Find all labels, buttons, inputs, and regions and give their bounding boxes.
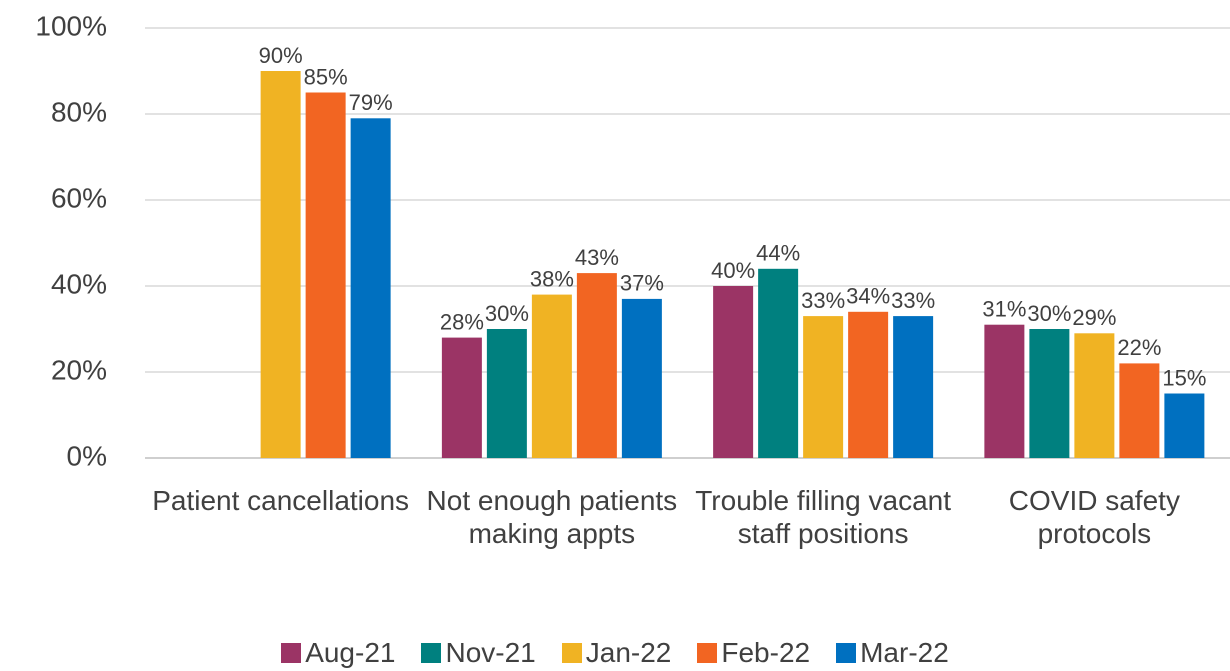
data-label: 30% (485, 301, 529, 326)
legend-label: Jan-22 (585, 637, 672, 668)
legend-item: Mar-22 (836, 637, 949, 669)
y-tick-label: 40% (51, 268, 107, 299)
data-label: 43% (575, 245, 619, 270)
bar (713, 286, 754, 458)
legend-swatch (421, 643, 442, 663)
bar (576, 273, 617, 458)
data-label: 44% (756, 241, 800, 266)
data-label: 30% (1027, 301, 1071, 326)
bar (1164, 393, 1205, 458)
data-label: 38% (530, 266, 574, 291)
data-label: 40% (711, 258, 755, 283)
bar (531, 294, 572, 458)
data-label: 37% (620, 271, 664, 296)
y-tick-label: 0% (67, 440, 107, 471)
bar (305, 92, 346, 458)
bar (621, 298, 662, 458)
bar (893, 316, 934, 458)
legend-swatch (281, 643, 302, 663)
data-label: 29% (1072, 305, 1116, 330)
legend-swatch (561, 643, 582, 663)
y-tick-label: 100% (35, 10, 107, 41)
legend-label: Feb-22 (721, 637, 811, 668)
x-tick-label: Trouble filling vacant staff positions (695, 485, 951, 549)
bar (1119, 363, 1160, 458)
bar (1074, 333, 1115, 458)
data-label: 79% (349, 90, 393, 115)
data-label: 15% (1162, 365, 1206, 390)
x-tick-label: Patient cancellations (152, 485, 410, 516)
data-label: 85% (304, 64, 348, 89)
data-label: 90% (259, 43, 303, 68)
legend-item: Feb-22 (697, 637, 810, 669)
x-tick-label: COVID safety protocols (1008, 485, 1180, 549)
data-label: 28% (440, 309, 484, 334)
x-tick-label: Not enough patients making appts (426, 485, 678, 549)
legend-label: Aug-21 (305, 637, 396, 668)
bar (1029, 329, 1070, 458)
bar (260, 71, 301, 458)
bar (441, 337, 482, 458)
y-tick-label: 60% (51, 182, 107, 213)
data-label: 31% (982, 297, 1026, 322)
data-label: 34% (846, 284, 890, 309)
legend-label: Nov-21 (445, 637, 536, 668)
data-label: 33% (801, 288, 845, 313)
bar (848, 311, 889, 458)
y-tick-label: 80% (51, 96, 107, 127)
data-label: 22% (1117, 335, 1161, 360)
bar (486, 329, 527, 458)
legend-item: Aug-21 (281, 637, 395, 669)
legend-item: Nov-21 (421, 637, 536, 669)
data-label: 33% (891, 288, 935, 313)
legend-item: Jan-22 (561, 637, 672, 669)
legend-label: Mar-22 (860, 637, 949, 668)
legend-swatch (836, 643, 857, 663)
y-tick-label: 20% (51, 354, 107, 385)
bar (803, 316, 844, 458)
bar (758, 268, 799, 458)
bar (984, 324, 1025, 458)
bar (350, 118, 391, 459)
legend-swatch (697, 643, 718, 663)
legend: Aug-21 Nov-21 Jan-22 Feb-22 Mar-22 (0, 637, 1230, 669)
